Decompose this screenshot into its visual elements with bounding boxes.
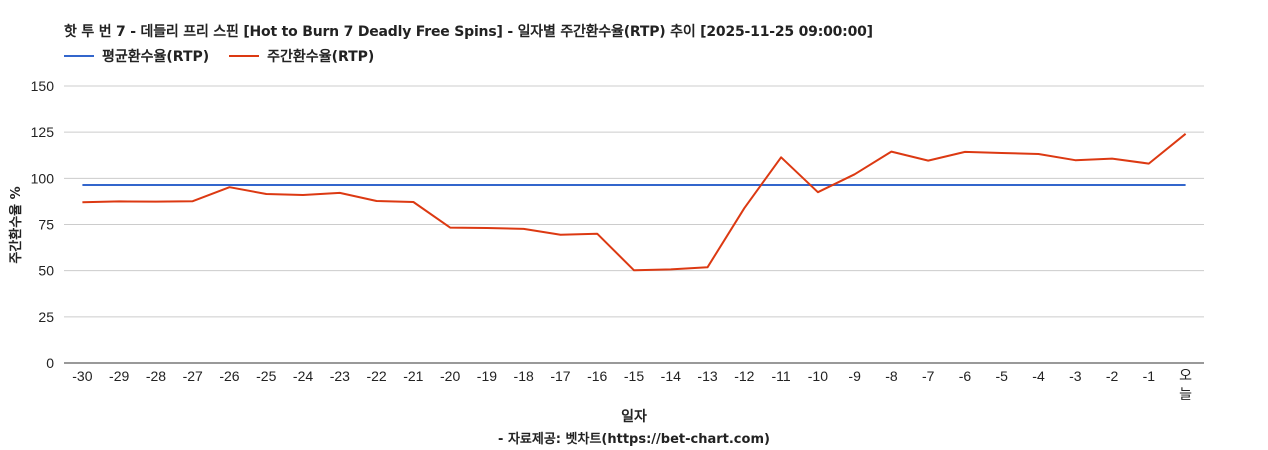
x-tick-label: -8: [885, 368, 898, 384]
legend-swatch-blue: [64, 55, 94, 57]
x-tick-label: -23: [330, 368, 350, 384]
chart-title: 핫 투 번 7 - 데들리 프리 스핀 [Hot to Burn 7 Deadl…: [64, 24, 873, 40]
x-tick-label: -4: [1032, 368, 1045, 384]
x-tick-label: -30: [72, 368, 92, 384]
y-tick-label: 0: [46, 355, 54, 371]
x-tick-label: -27: [183, 368, 203, 384]
series-lines: [82, 133, 1187, 272]
x-tick-label: -1: [1143, 368, 1156, 384]
x-tick-label: -7: [922, 368, 935, 384]
legend-swatch-red: [229, 55, 260, 57]
x-tick-label: 오: [1179, 367, 1192, 383]
x-tick-label: -20: [440, 368, 460, 384]
x-tick-label: -5: [996, 368, 1009, 384]
x-tick-label: -29: [109, 368, 129, 384]
legend-label: 평균환수율(RTP): [102, 49, 210, 65]
x-tick-label: -22: [366, 368, 386, 384]
x-tick-label: -12: [734, 368, 754, 384]
y-axis-label: 주간환수율 %: [8, 186, 24, 263]
y-tick-label: 50: [38, 263, 54, 279]
x-axis-ticks: -30 -29 -28 -27 -26 -25 -24 -23 -22 -21 -20 -19 -18-…: [72, 367, 1192, 402]
x-tick-label: -3: [1069, 368, 1082, 384]
x-tick-label: -19: [477, 368, 497, 384]
legend-item-weekly[interactable]: 주간환수율(RTP): [229, 46, 374, 66]
y-tick-label: 75: [38, 217, 54, 233]
x-tick-label: -16: [587, 368, 607, 384]
y-tick-label: 150: [31, 78, 55, 94]
x-tick-label: -2: [1106, 368, 1119, 384]
x-tick-label: -24: [293, 368, 313, 384]
gridlines: [64, 85, 1204, 364]
x-tick-label: -26: [219, 368, 239, 384]
y-tick-label: 125: [31, 124, 55, 140]
x-tick-label: -28: [146, 368, 166, 384]
x-tick-label: -25: [256, 368, 276, 384]
legend: 평균환수율(RTP) 주간환수율(RTP): [64, 46, 394, 66]
x-tick-label: -6: [959, 368, 972, 384]
weekly-rtp-line[interactable]: [82, 133, 1187, 272]
x-axis-label: 일자: [621, 409, 647, 425]
x-tick-label: -9: [848, 368, 861, 384]
x-tick-label: -10: [808, 368, 828, 384]
y-tick-label: 25: [38, 309, 54, 325]
x-tick-label: -13: [697, 368, 717, 384]
source-credit: - 자료제공: 벳차트(https://bet-chart.com): [498, 432, 770, 447]
x-tick-label: -17: [550, 368, 570, 384]
legend-label: 주간환수율(RTP): [267, 49, 375, 65]
x-tick-label: -21: [403, 368, 423, 384]
y-tick-label: 100: [31, 170, 55, 186]
x-tick-label: -18: [514, 368, 534, 384]
y-axis-ticks: 0 25 50 75 100 125 150: [31, 78, 55, 371]
x-tick-label: -11: [771, 368, 790, 384]
x-tick-label: -15: [624, 368, 644, 384]
x-tick-label: 늘: [1179, 386, 1192, 402]
x-tick-label: -14: [661, 368, 681, 384]
legend-item-average[interactable]: 평균환수율(RTP): [64, 46, 209, 66]
